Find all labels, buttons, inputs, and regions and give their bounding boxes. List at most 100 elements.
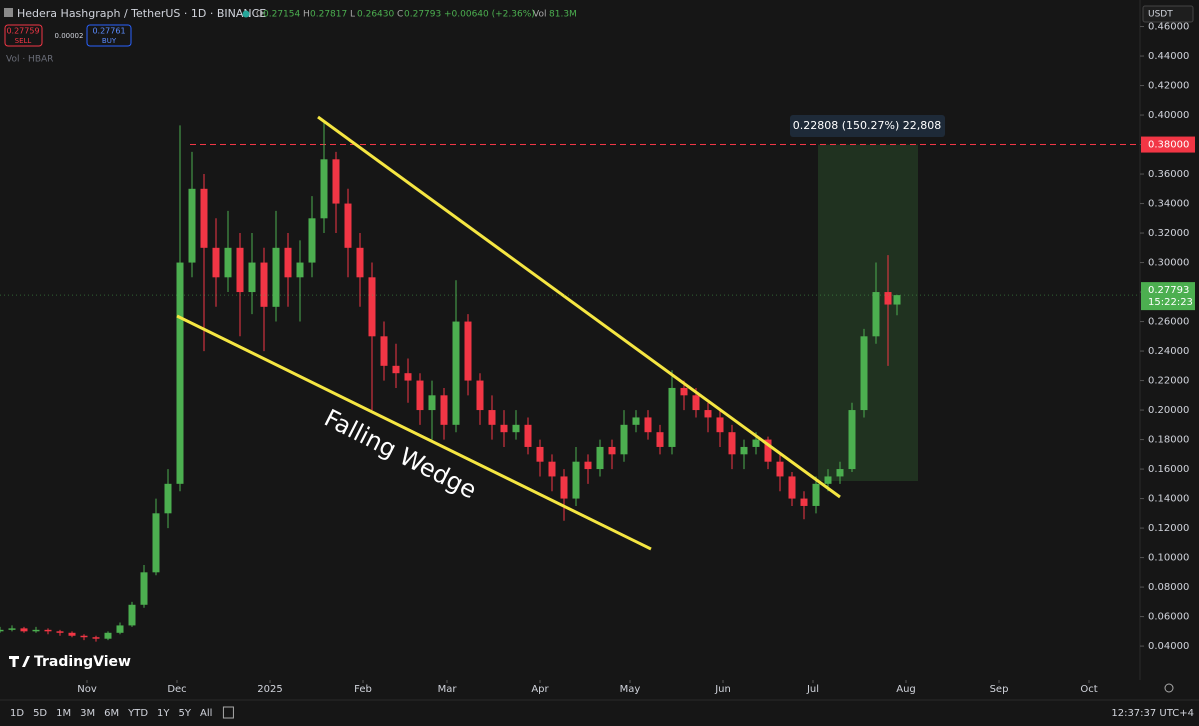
y-tick-label: 0.04000	[1148, 641, 1189, 652]
y-tick-label: 0.36000	[1148, 169, 1189, 180]
candle-body	[296, 262, 304, 278]
candle-body	[632, 417, 640, 425]
candle-body	[308, 218, 316, 263]
candle-body	[32, 629, 40, 632]
range-button[interactable]: 1Y	[157, 708, 170, 719]
candle-body	[860, 336, 868, 411]
currency: USDT	[1148, 10, 1173, 20]
ohlc-key: H	[303, 10, 310, 20]
candle-body	[812, 483, 820, 506]
candle-body	[116, 625, 124, 633]
ohlc-key: C	[397, 10, 403, 20]
candle-body	[656, 432, 664, 447]
candle-body	[584, 461, 592, 470]
x-tick-label: May	[620, 684, 641, 695]
candle-body	[188, 188, 196, 263]
x-tick-label: 2025	[257, 684, 282, 695]
candle-body	[164, 483, 172, 514]
x-tick-label: Apr	[531, 684, 549, 695]
buy-label: BUY	[102, 37, 117, 45]
candle-body	[572, 461, 580, 499]
sell-button[interactable]	[4, 24, 43, 47]
range-button[interactable]: YTD	[127, 708, 148, 719]
range-button[interactable]: 1D	[10, 708, 24, 719]
currency-select[interactable]	[1142, 5, 1194, 23]
candle-body	[152, 513, 160, 573]
sell-price: 0.27759	[6, 27, 39, 36]
candle-body	[416, 380, 424, 411]
candle-body	[128, 604, 136, 626]
candle-body	[224, 247, 232, 278]
level-price-box	[1141, 136, 1195, 153]
x-tick-label: Jun	[714, 684, 731, 695]
x-tick-label: Mar	[438, 684, 458, 695]
wedge-upper-line	[317, 115, 841, 499]
range-button[interactable]: 5Y	[179, 708, 192, 719]
y-tick-label: 0.30000	[1148, 258, 1189, 269]
buy-button[interactable]	[86, 24, 132, 47]
settings-icon[interactable]	[1164, 683, 1174, 693]
candle-body	[764, 439, 772, 462]
candle-body	[824, 476, 832, 484]
ohlc-value: 0.27154	[263, 10, 300, 20]
y-tick-label: 0.20000	[1148, 405, 1189, 416]
spread: 0.00002	[55, 32, 84, 40]
candle-body	[8, 628, 16, 630]
candle-body	[488, 410, 496, 425]
candle-body	[740, 446, 748, 455]
range-button[interactable]: 6M	[104, 708, 119, 719]
candle-body	[728, 432, 736, 455]
range-button[interactable]: All	[200, 708, 212, 719]
target-box	[818, 144, 918, 481]
candle-body	[344, 203, 352, 248]
last-price-box	[1141, 282, 1195, 311]
last-price-label: 0.27793	[1148, 285, 1189, 296]
y-tick-label: 0.12000	[1148, 523, 1189, 534]
range-button[interactable]: 1M	[56, 708, 71, 719]
y-tick-label: 0.08000	[1148, 582, 1189, 593]
range-button[interactable]: 5D	[33, 708, 47, 719]
candle-body	[752, 439, 760, 447]
candle-body	[0, 629, 4, 632]
candle-body	[848, 410, 856, 470]
volume-value: 81.3M	[549, 10, 577, 20]
candle-body	[788, 476, 796, 499]
range-bar: 1D 5D 1M 3M 6M YTD 1Y 5Y All	[10, 706, 234, 719]
measure-box	[790, 115, 945, 137]
volume-indicator: Vol · HBAR	[6, 55, 53, 65]
drawings: 0.22808 (150.27%) 22,808	[190, 115, 1140, 481]
candle-body	[236, 247, 244, 293]
y-tick-label: 0.34000	[1148, 199, 1189, 210]
candle-body	[668, 387, 676, 447]
candle-body	[56, 631, 64, 633]
date-range-icon[interactable]	[222, 706, 234, 719]
x-tick-label: Feb	[354, 684, 372, 695]
volume-key: Vol	[533, 10, 546, 20]
candle-body	[320, 159, 328, 219]
ohlc-value: 0.27817	[310, 10, 347, 20]
candle-body	[620, 424, 628, 455]
ohlc-change: +0.00640 (+2.36%)	[444, 10, 535, 20]
countdown: 15:22:23	[1148, 297, 1193, 308]
candle-body	[380, 336, 388, 366]
candle-body	[716, 417, 724, 433]
measure-label: 0.22808 (150.27%) 22,808	[793, 119, 942, 132]
market-status	[242, 10, 250, 18]
symbol-icon	[4, 8, 13, 17]
candle-body	[356, 247, 364, 278]
candle-body	[176, 262, 184, 484]
x-tick-label: Oct	[1080, 684, 1097, 695]
candle-body	[452, 321, 460, 425]
candle-body	[464, 321, 472, 381]
candle-body	[44, 629, 52, 632]
buy-price: 0.27761	[92, 27, 125, 36]
range-button[interactable]: 3M	[80, 708, 95, 719]
candle-body	[20, 628, 28, 632]
candle-body	[893, 295, 901, 305]
candle-body	[692, 395, 700, 411]
candle-body	[512, 424, 520, 433]
y-tick-label: 0.44000	[1148, 51, 1189, 62]
ohlc-legend: O 0.27154 H 0.27817 L 0.26430 C 0.27793 +0.00640…	[256, 10, 577, 20]
